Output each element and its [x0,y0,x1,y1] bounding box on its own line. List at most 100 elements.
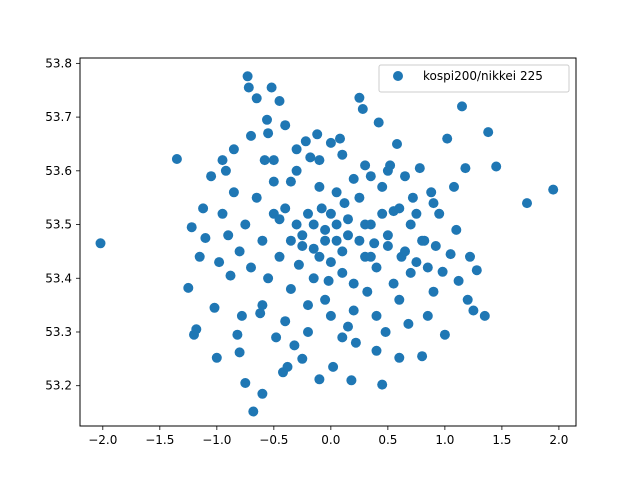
data-point [371,310,382,321]
data-point [206,171,217,182]
data-point [246,130,256,141]
data-point [331,219,342,230]
data-point [354,92,365,103]
data-point [314,251,325,262]
data-point [325,257,336,268]
data-point [369,238,380,249]
data-point [314,155,325,166]
data-point [362,286,373,297]
data-point [331,187,342,198]
data-point [291,219,302,230]
data-point [400,171,410,182]
data-point [209,302,220,313]
x-tick-label: 1.0 [435,433,454,447]
data-point [243,82,254,93]
data-point [303,300,313,311]
x-tick-label: 1.5 [492,433,511,447]
data-point [451,224,462,235]
data-point [377,208,388,219]
data-point [251,93,262,104]
data-point [297,230,308,241]
data-point [337,267,348,278]
data-point [417,351,428,362]
data-point [274,214,285,225]
data-point [382,230,393,241]
data-point [471,265,482,276]
data-point [274,96,285,106]
data-point [439,329,450,340]
x-axis: −2.0 −1.5 −1.0 −0.5 0.0 0.5 1.0 1.5 2.0 [88,426,568,447]
data-point [380,327,391,337]
data-point [251,192,262,203]
data-point [232,329,243,340]
data-point [426,187,437,198]
data-point [339,198,350,209]
data-point [403,318,414,329]
data-point [462,294,473,305]
data-point [430,241,441,251]
data-point [225,270,236,281]
x-tick-label: −2.0 [88,433,117,447]
data-point [337,332,348,343]
data-point [268,176,279,187]
data-point [316,203,327,214]
data-point [411,208,422,219]
data-point [414,163,425,174]
data-point [214,257,225,268]
data-point [285,176,296,187]
data-point [291,165,302,176]
data-point [449,181,459,192]
data-point [248,406,259,417]
data-point [303,327,313,337]
data-point [460,163,471,174]
data-point [297,241,308,251]
y-tick-label: 53.2 [45,379,72,393]
data-point [405,219,416,230]
data-point [297,353,308,364]
data-point [320,224,331,235]
data-point [257,388,268,399]
data-point [445,249,456,260]
data-point [371,262,382,273]
data-point [240,378,251,388]
data-point [337,149,348,160]
data-point [323,275,334,286]
data-point [422,262,433,273]
data-point [350,337,361,348]
data-point [335,133,345,144]
data-point [371,345,382,356]
data-point [388,278,399,289]
data-point [220,165,231,176]
data-point [437,266,448,277]
data-point [228,187,239,198]
data-point [411,257,422,268]
data-point [95,238,106,249]
data-point [331,235,342,246]
data-point [246,262,256,273]
data-point [405,267,416,278]
data-point [303,208,313,219]
x-tick-label: 0.0 [321,433,340,447]
data-point [240,219,251,230]
data-point [468,305,479,316]
data-point [377,379,388,390]
x-tick-label: −0.5 [259,433,288,447]
data-point [234,347,245,358]
data-point [428,286,439,297]
data-point [217,155,228,166]
data-point [280,203,291,214]
data-point [346,375,357,386]
data-point [320,235,331,246]
data-point [305,152,316,163]
data-point [417,235,428,246]
y-tick-label: 53.8 [45,56,72,70]
data-point [348,173,359,184]
data-point [314,181,325,192]
data-point [354,235,365,246]
data-point [442,133,453,144]
data-point [282,361,293,372]
data-point [394,203,405,214]
data-point [348,305,359,316]
data-point [289,340,300,351]
data-point [280,120,291,131]
